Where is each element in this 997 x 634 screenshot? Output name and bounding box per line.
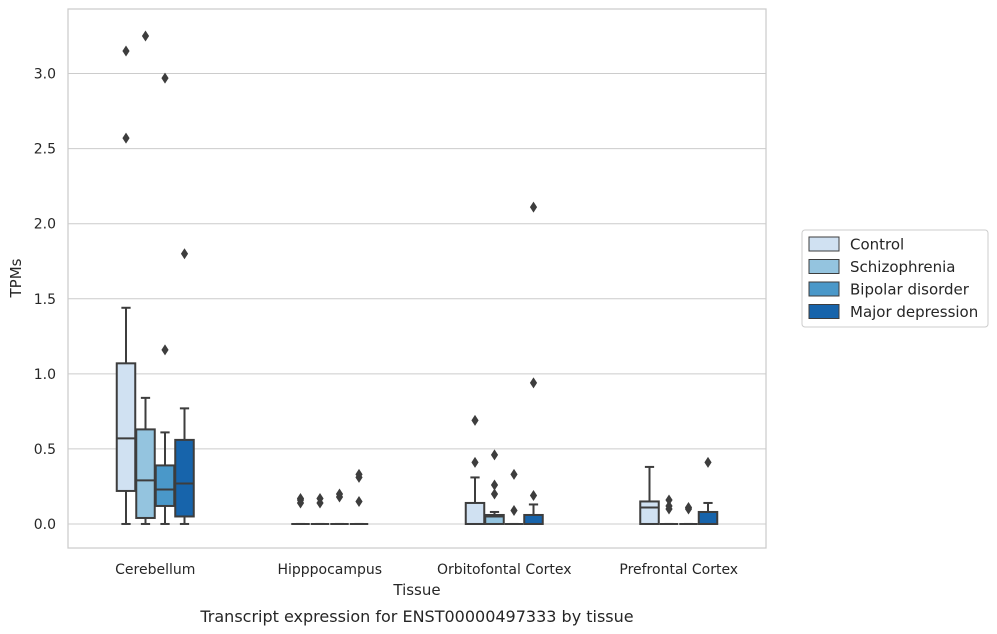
box-major-depression	[697, 456, 719, 525]
box-body	[464, 501, 486, 525]
outlier-point	[684, 501, 693, 513]
box-control	[291, 492, 310, 525]
x-tick-label: Orbitofontal Cortex	[437, 562, 572, 578]
x-axis-label: Tissue	[392, 581, 440, 599]
chart-caption: Transcript expression for ENST0000049733…	[199, 607, 633, 626]
box-body	[523, 513, 544, 525]
outlier-point	[335, 488, 344, 500]
outlier-point	[704, 456, 712, 468]
legend-swatch	[808, 259, 840, 274]
y-tick-label: 0.0	[34, 517, 56, 533]
outlier-point	[316, 492, 324, 504]
box-control	[464, 414, 486, 525]
outlier-point	[122, 45, 130, 57]
legend-box	[801, 229, 989, 328]
box-control	[115, 45, 137, 525]
box-bipolar-disorder	[504, 468, 524, 525]
box-body	[639, 500, 660, 525]
box-body	[154, 464, 176, 507]
outlier-point	[510, 504, 518, 516]
legend: Control Schizophrenia Bipolar disorder Majo…	[801, 229, 989, 328]
outlier-point	[471, 414, 479, 426]
y-tick-label: 1.0	[34, 367, 56, 383]
box-schizophrenia	[484, 449, 505, 525]
outlier-point	[122, 132, 130, 144]
outlier-point	[180, 248, 189, 260]
box-plots	[115, 30, 719, 525]
box-body	[115, 362, 137, 492]
box-schizophrenia	[659, 494, 679, 525]
outlier-point	[141, 30, 150, 42]
box-body	[697, 510, 719, 525]
y-tick-label: 3.0	[34, 67, 56, 83]
legend-swatch	[808, 281, 840, 297]
legend-label: Control	[850, 236, 904, 254]
legend-label: Major depression	[850, 303, 978, 321]
box-bipolar-disorder	[679, 501, 698, 525]
y-tick-label: 1.5	[34, 292, 56, 308]
legend-swatch	[808, 304, 840, 319]
outlier-point	[355, 468, 363, 480]
box-schizophrenia	[310, 492, 330, 525]
box-major-depression	[349, 468, 369, 525]
x-tick-labels: Cerebellum Hipppocampus Orbitofontal Corte…	[115, 562, 738, 578]
outlier-point	[355, 495, 363, 507]
outlier-point	[490, 479, 499, 491]
x-tick-label: Cerebellum	[115, 562, 195, 578]
outlier-point	[510, 468, 518, 480]
outlier-point	[161, 344, 169, 356]
outlier-point	[490, 488, 499, 500]
outlier-point	[161, 72, 169, 84]
outlier-point	[665, 494, 673, 506]
box-major-depression	[174, 248, 195, 525]
box-bipolar-disorder	[330, 488, 349, 525]
box-major-depression	[523, 201, 544, 525]
box-control	[639, 465, 660, 525]
outlier-point	[665, 500, 673, 512]
x-tick-label: Prefrontal Cortex	[619, 562, 738, 578]
outlier-point	[529, 489, 538, 501]
outlier-point	[471, 456, 479, 468]
y-axis-label: TPMs	[7, 258, 25, 298]
box-body	[484, 513, 505, 525]
legend-swatch	[808, 236, 840, 252]
y-tick-label: 0.5	[34, 442, 56, 458]
y-tick-label: 2.0	[34, 217, 56, 233]
box-body	[174, 438, 195, 518]
legend-label: Schizophrenia	[850, 258, 955, 276]
box-body	[135, 428, 156, 519]
x-tick-label: Hipppocampus	[277, 562, 382, 578]
y-tick-label: 2.5	[34, 142, 56, 158]
legend-label: Bipolar disorder	[850, 281, 970, 299]
outlier-point	[490, 449, 499, 461]
outlier-point	[529, 201, 538, 213]
y-tick-labels: 0.0 0.5 1.0 1.5 2.0 2.5 3.0	[34, 67, 56, 533]
outlier-point	[296, 492, 305, 504]
outlier-point	[529, 377, 538, 389]
